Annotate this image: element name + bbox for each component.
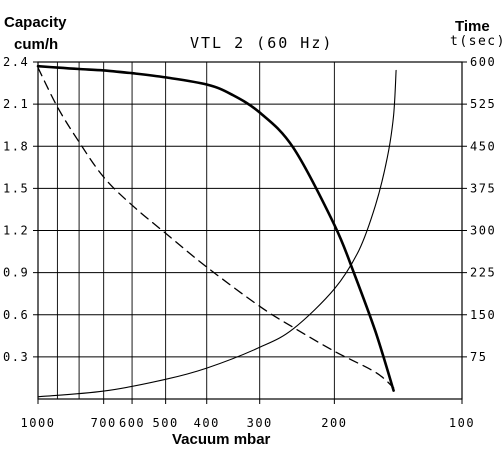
y-tick-label-right: 225 bbox=[470, 266, 496, 280]
y-tick-label-right: 525 bbox=[470, 97, 496, 111]
x-tick-label: 500 bbox=[153, 416, 179, 430]
chart-title: VTL 2 (60 Hz) bbox=[190, 34, 333, 52]
right-axis-title-line1: Time bbox=[455, 18, 490, 35]
capacity-curve-solid bbox=[36, 64, 395, 392]
y-tick-label-left: 0.3 bbox=[3, 350, 29, 364]
left-axis-title-line2: cum/h bbox=[14, 36, 58, 53]
x-tick-label: 700 bbox=[91, 416, 117, 430]
y-tick-label-right: 375 bbox=[470, 181, 496, 195]
y-tick-label-left: 2.4 bbox=[3, 55, 29, 69]
data-series bbox=[36, 64, 397, 398]
y-tick-label-right: 600 bbox=[470, 55, 496, 69]
x-tick-label: 100 bbox=[449, 416, 475, 430]
y-tick-label-left: 1.5 bbox=[3, 181, 29, 195]
plot-frame bbox=[37, 61, 463, 400]
left-axis-title-line1: Capacity bbox=[4, 14, 67, 31]
y-tick-label-right: 450 bbox=[470, 139, 496, 153]
y-tick-label-right: 75 bbox=[470, 350, 487, 364]
y-tick-label-left: 1.8 bbox=[3, 139, 29, 153]
y-tick-label-left: 0.6 bbox=[3, 308, 29, 322]
y-tick-label-right: 150 bbox=[470, 308, 496, 322]
time-curve bbox=[37, 69, 397, 398]
x-tick-label: 600 bbox=[119, 416, 145, 430]
y-tick-label-left: 1.2 bbox=[3, 224, 29, 238]
y-tick-label-right: 300 bbox=[470, 224, 496, 238]
right-axis-title-line2: t(sec) bbox=[450, 34, 504, 49]
tick-labels: 2.4 2.1 1.8 1.5 1.2 0.9 0.6 0.3 600 525 450 375 300 2… bbox=[3, 55, 496, 430]
y-tick-label-left: 0.9 bbox=[3, 266, 29, 280]
x-tick-label: 400 bbox=[194, 416, 220, 430]
y-tick-label-left: 2.1 bbox=[3, 97, 29, 111]
x-tick-label: 200 bbox=[321, 416, 347, 430]
capacity-curve-dashed bbox=[37, 66, 395, 389]
gridlines bbox=[33, 61, 467, 404]
x-tick-label: 1000 bbox=[21, 416, 56, 430]
x-tick-label: 300 bbox=[247, 416, 273, 430]
x-axis-title: Vacuum mbar bbox=[172, 431, 271, 448]
